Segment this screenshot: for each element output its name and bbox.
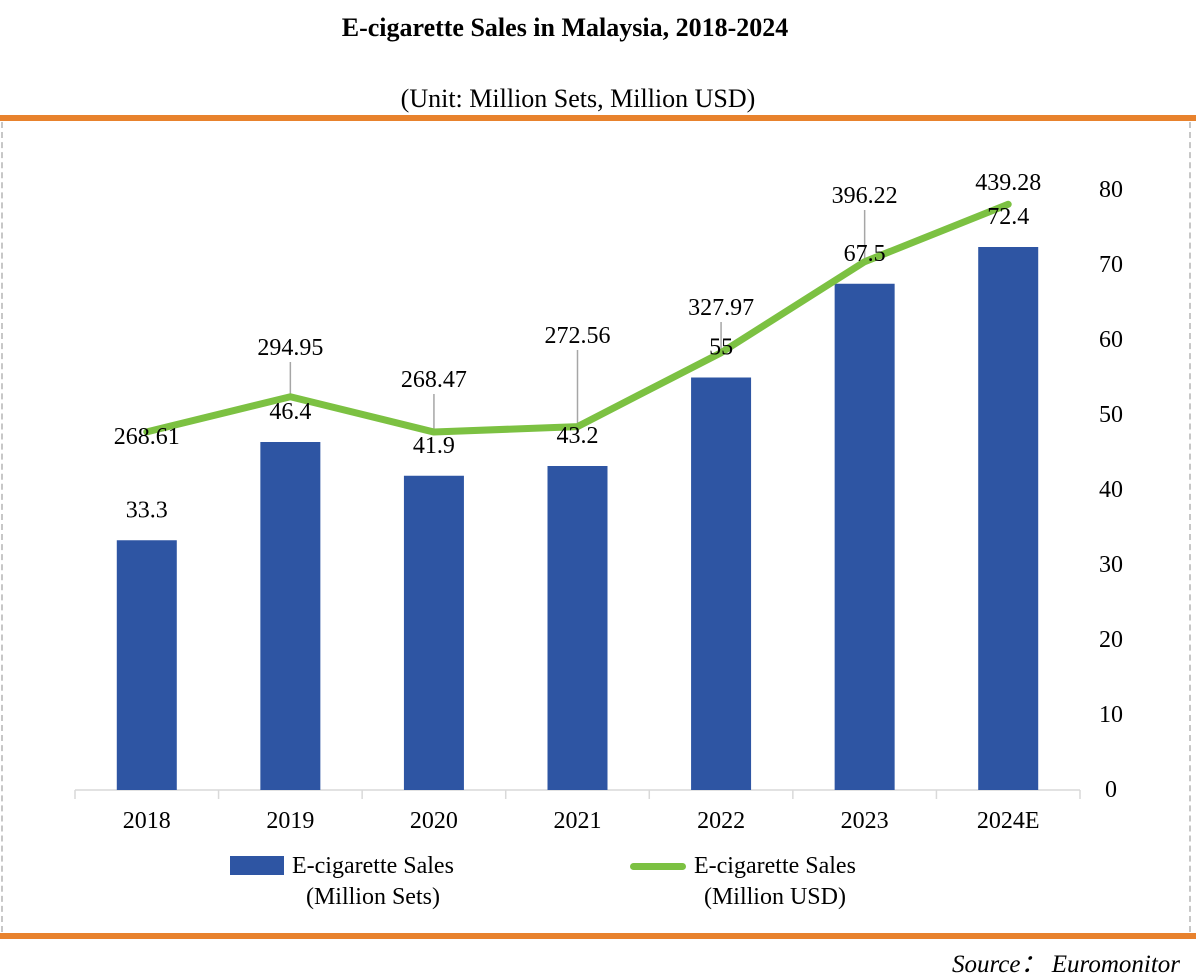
y-axis-label-10: 10 [1099,702,1123,728]
legend-label-line1: E-cigarette Sales [694,853,856,879]
y-axis-label-0: 0 [1105,777,1117,803]
bar-label-2023: 67.5 [844,241,886,267]
y-axis-label-70: 70 [1099,252,1123,278]
y-axis-label-50: 50 [1099,402,1123,428]
x-label-2023: 2023 [841,808,889,834]
legend-line-swatch [630,863,686,870]
bar-2018 [116,540,177,790]
y-axis-label-60: 60 [1099,327,1123,353]
bar-2022 [691,377,752,790]
bar-label-2018: 33.3 [126,497,168,523]
chart-subtitle: (Unit: Million Sets, Million USD) [400,84,756,113]
x-label-2018: 2018 [123,808,171,834]
y-axis-label-40: 40 [1099,477,1123,503]
usd-label-2022: 327.97 [688,295,754,321]
right-dashed-border [1189,122,1191,932]
bottom-accent-line [0,933,1196,939]
y-axis-label-80: 80 [1099,177,1123,203]
bar-2020 [403,475,464,790]
legend-item-million-sets: E-cigarette Sales (Million Sets) [230,851,454,913]
bar-label-2021: 43.2 [557,423,599,449]
bar-2023 [834,283,895,790]
usd-label-2018: 268.61 [114,424,180,450]
bar-2021 [547,466,608,790]
x-label-2020: 2020 [410,808,458,834]
legend-label-line1: E-cigarette Sales [292,853,454,879]
top-accent-line [0,115,1196,121]
chart-title: E-cigarette Sales in Malaysia, 2018-2024 [341,13,789,42]
usd-label-2024E: 439.28 [975,170,1041,196]
x-label-2019: 2019 [266,808,314,834]
left-dashed-border [1,122,3,932]
x-label-2022: 2022 [697,808,745,834]
bar-label-2019: 46.4 [269,399,311,425]
usd-label-2019: 294.95 [257,335,323,361]
bar-label-2022: 55 [709,335,733,361]
x-label-2021: 2021 [554,808,602,834]
usd-label-2020: 268.47 [401,367,467,393]
legend-label-line2: (Million Sets) [305,884,440,910]
usd-label-2023: 396.22 [832,183,898,209]
legend-item-million-usd: E-cigarette Sales (Million USD) [630,851,856,913]
usd-line [143,200,1012,436]
legend-label-line2: (Million USD) [703,884,846,910]
x-label-2024E: 2024E [977,808,1040,834]
source-text: Source： Euromonitor [952,951,1180,978]
y-axis-label-30: 30 [1099,552,1123,578]
bar-2019 [260,442,321,790]
usd-label-2021: 272.56 [545,323,611,349]
bar-2024E [978,247,1039,790]
legend-label-million-sets: E-cigarette Sales (Million Sets) [292,851,454,913]
bar-label-2020: 41.9 [413,433,455,459]
legend-bar-swatch [230,856,284,875]
legend-label-million-usd: E-cigarette Sales (Million USD) [694,851,856,913]
y-axis-label-20: 20 [1099,627,1123,653]
bar-label-2024E: 72.4 [987,204,1029,230]
